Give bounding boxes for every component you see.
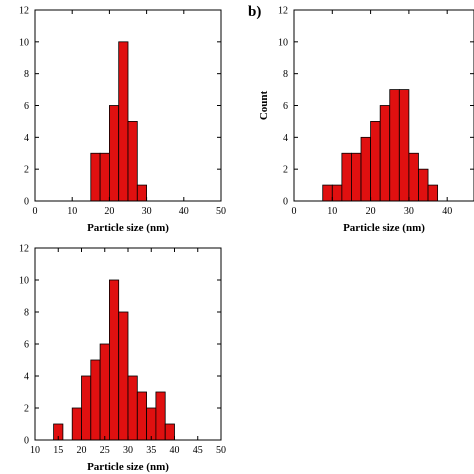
y-tick-label: 10: [19, 37, 29, 48]
x-tick-label: 0: [292, 206, 297, 217]
x-tick-label: 40: [442, 206, 452, 217]
histogram-bar: [99, 152, 110, 202]
y-tick-label: 4: [24, 133, 29, 144]
x-tick-label: 10: [327, 206, 337, 217]
x-tick-label: 25: [100, 445, 110, 456]
x-tick-label: 10: [30, 445, 40, 456]
y-tick-label: 2: [283, 165, 288, 176]
x-axis-label: Particle size (nm): [87, 461, 169, 473]
histogram-bar: [155, 391, 166, 441]
y-tick-label: 8: [283, 69, 288, 80]
y-axis-label: Count: [258, 90, 270, 120]
y-tick-label: 6: [283, 101, 288, 112]
x-tick-label: 20: [366, 206, 376, 217]
y-tick-label: 6: [24, 340, 29, 351]
histogram-bar: [136, 184, 148, 202]
histogram-bar: [109, 279, 120, 441]
x-tick-label: 35: [146, 445, 156, 456]
histogram-bar: [360, 136, 371, 202]
y-tick-label: 0: [24, 197, 29, 208]
histogram-bar: [146, 407, 157, 441]
histogram-bar: [127, 121, 138, 202]
histogram-bar: [109, 105, 120, 202]
y-tick-label: 0: [24, 436, 29, 447]
histogram-bar: [90, 359, 101, 441]
y-tick-label: 8: [24, 69, 29, 80]
y-tick-label: 12: [19, 244, 29, 255]
histogram-bar: [99, 343, 110, 441]
histogram-bar: [322, 184, 333, 202]
histogram-bar: [136, 391, 148, 441]
x-tick-label: 30: [123, 445, 133, 456]
panel-2: 0 10 20 30 40 0 2 4 6 8 10 12 Particle size (nm) Coun…: [248, 4, 474, 234]
histogram-bar: [427, 184, 439, 202]
histogram-bar: [90, 152, 101, 202]
x-tick-label: 10: [67, 206, 77, 217]
histogram-bar: [127, 375, 138, 441]
histogram-bar: [118, 311, 129, 441]
x-tick-label: 20: [77, 445, 87, 456]
panel-label: b): [248, 4, 261, 20]
histogram-bar: [118, 41, 129, 202]
histogram-bar: [71, 407, 82, 441]
histogram-bar: [389, 89, 400, 202]
y-tick-label: 2: [24, 404, 29, 415]
y-tick-label: 12: [278, 6, 288, 17]
y-tick-label: 4: [24, 372, 29, 383]
panel-1: 0 10 20 30 40 50 0 2 4 6 8 10 12 Particle size (nm): [19, 6, 226, 235]
y-tick-label: 4: [283, 133, 288, 144]
y-tick-label: 2: [24, 165, 29, 176]
y-tick-label: 0: [283, 197, 288, 208]
histogram-bar: [398, 89, 410, 202]
x-tick-label: 20: [104, 206, 114, 217]
x-tick-label: 50: [216, 206, 226, 217]
histogram-bar: [379, 105, 391, 202]
x-tick-label: 0: [33, 206, 38, 217]
histogram-bar: [418, 168, 429, 202]
x-tick-label: 30: [404, 206, 414, 217]
panel-3: 10 15 20 25 30 35 40 45 50 0 2 4 6 8 10 12 Particle size…: [19, 244, 226, 474]
x-axis-label: Particle size (nm): [87, 222, 169, 234]
x-tick-label: 40: [179, 206, 189, 217]
x-tick-label: 30: [142, 206, 152, 217]
histogram-bar: [408, 152, 419, 202]
y-tick-label: 6: [24, 101, 29, 112]
y-tick-label: 10: [278, 37, 288, 48]
x-tick-label: 15: [53, 445, 63, 456]
x-tick-label: 40: [170, 445, 180, 456]
x-tick-label: 50: [216, 445, 226, 456]
y-tick-label: 12: [19, 6, 29, 17]
histogram-bar: [351, 152, 362, 202]
histogram-bar: [370, 121, 381, 202]
histogram-bar: [81, 375, 92, 441]
x-axis-label: Particle size (nm): [343, 222, 425, 234]
y-tick-label: 10: [19, 276, 29, 287]
histogram-bar: [331, 184, 343, 202]
y-tick-label: 8: [24, 308, 29, 319]
histogram-bar: [341, 152, 352, 202]
x-tick-label: 45: [193, 445, 203, 456]
histogram-bar: [164, 423, 175, 441]
